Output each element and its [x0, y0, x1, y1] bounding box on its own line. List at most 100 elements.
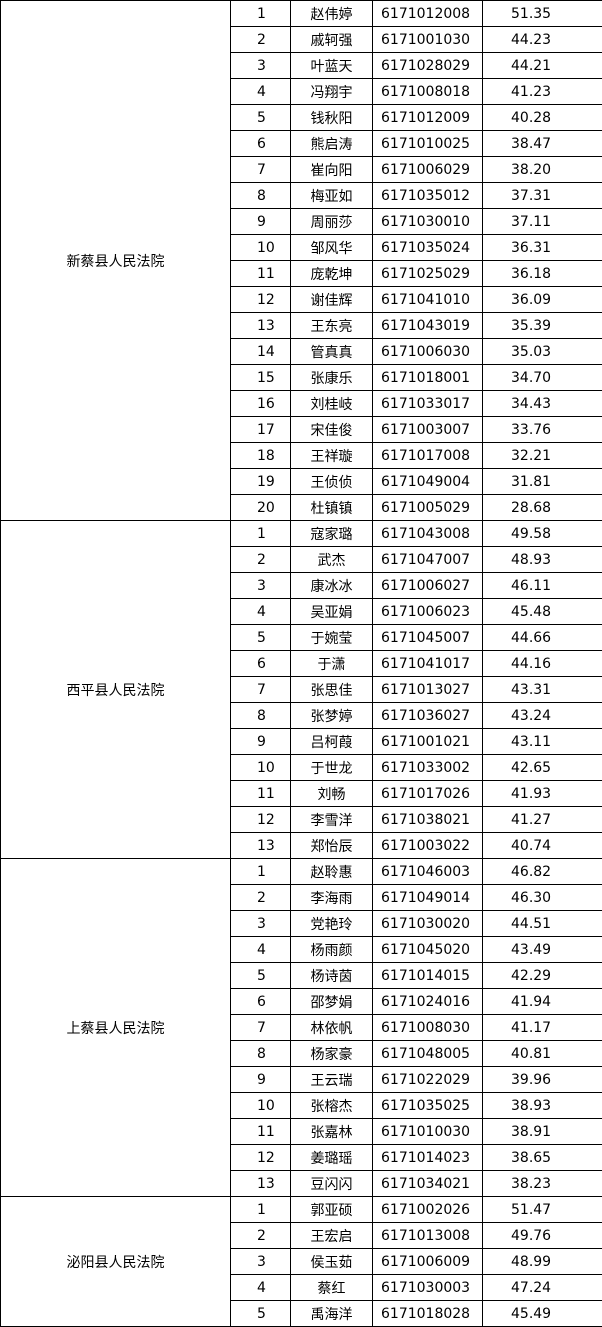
id-cell: 6171013027	[372, 676, 483, 703]
rank-cell: 12	[230, 806, 291, 833]
score-cell: 31.81	[482, 468, 602, 495]
id-cell: 6171017008	[372, 442, 483, 469]
id-cell: 6171028029	[372, 52, 483, 79]
rank-cell: 18	[230, 442, 291, 469]
rank-cell: 13	[230, 1170, 291, 1197]
id-cell: 6171018028	[372, 1300, 483, 1327]
id-cell: 6171024016	[372, 988, 483, 1015]
name-cell: 王侦侦	[290, 468, 373, 495]
name-cell: 谢佳辉	[290, 286, 373, 313]
score-cell: 34.70	[482, 364, 602, 391]
rank-cell: 4	[230, 598, 291, 625]
rank-cell: 2	[230, 26, 291, 53]
id-cell: 6171046003	[372, 858, 483, 885]
table-row: 3 叶蓝天 6171028029 44.21	[1, 52, 602, 79]
score-cell: 49.76	[482, 1222, 602, 1249]
score-cell: 43.11	[482, 728, 602, 755]
name-cell: 于世龙	[290, 754, 373, 781]
score-cell: 38.65	[482, 1144, 602, 1171]
rank-cell: 3	[230, 572, 291, 599]
rank-cell: 4	[230, 78, 291, 105]
rank-cell: 14	[230, 338, 291, 365]
score-cell: 46.11	[482, 572, 602, 599]
table-row: 9 王云瑞 6171022029 39.96	[1, 1066, 602, 1093]
name-cell: 刘畅	[290, 780, 373, 807]
name-cell: 周丽莎	[290, 208, 373, 235]
id-cell: 6171048005	[372, 1040, 483, 1067]
rank-cell: 1	[230, 1196, 291, 1223]
rank-cell: 11	[230, 1118, 291, 1145]
table-row: 5 禹海洋 6171018028 45.49	[1, 1300, 602, 1327]
name-cell: 刘桂岐	[290, 390, 373, 417]
score-cell: 44.21	[482, 52, 602, 79]
id-cell: 6171002026	[372, 1196, 483, 1223]
name-cell: 党艳玲	[290, 910, 373, 937]
score-cell: 39.96	[482, 1066, 602, 1093]
rank-cell: 5	[230, 104, 291, 131]
table-row: 19 王侦侦 6171049004 31.81	[1, 468, 602, 495]
table-row: 12 李雪洋 6171038021 41.27	[1, 806, 602, 833]
name-cell: 王东亮	[290, 312, 373, 339]
name-cell: 林依帆	[290, 1014, 373, 1041]
rank-cell: 5	[230, 1300, 291, 1327]
name-cell: 武杰	[290, 546, 373, 573]
name-cell: 王祥璇	[290, 442, 373, 469]
table-row: 11 刘畅 6171017026 41.93	[1, 780, 602, 807]
id-cell: 6171014023	[372, 1144, 483, 1171]
rank-cell: 6	[230, 988, 291, 1015]
table-row: 2 王宏启 6171013008 49.76	[1, 1222, 602, 1249]
score-cell: 37.11	[482, 208, 602, 235]
id-cell: 6171038021	[372, 806, 483, 833]
rank-cell: 5	[230, 624, 291, 651]
id-cell: 6171030003	[372, 1274, 483, 1301]
name-cell: 豆闪闪	[290, 1170, 373, 1197]
score-cell: 40.28	[482, 104, 602, 131]
table-row: 3 侯玉茹 6171006009 48.99	[1, 1248, 602, 1275]
name-cell: 张思佳	[290, 676, 373, 703]
name-cell: 吕柯葭	[290, 728, 373, 755]
table-row: 4 吴亚娟 6171006023 45.48	[1, 598, 602, 625]
name-cell: 冯翔宇	[290, 78, 373, 105]
id-cell: 6171012009	[372, 104, 483, 131]
rank-cell: 20	[230, 494, 291, 521]
score-cell: 42.29	[482, 962, 602, 989]
name-cell: 杨家豪	[290, 1040, 373, 1067]
table-row: 7 崔向阳 6171006029 38.20	[1, 156, 602, 183]
rank-cell: 8	[230, 182, 291, 209]
table-row: 上蔡县人民法院 1 赵聆惠 6171046003 46.82	[0, 858, 602, 1197]
table-row: 7 林依帆 6171008030 41.17	[1, 1014, 602, 1041]
score-cell: 48.99	[482, 1248, 602, 1275]
name-cell: 邹风华	[290, 234, 373, 261]
score-cell: 41.23	[482, 78, 602, 105]
rank-cell: 9	[230, 1066, 291, 1093]
rank-cell: 10	[230, 754, 291, 781]
name-cell: 宋佳俊	[290, 416, 373, 443]
id-cell: 6171006030	[372, 338, 483, 365]
score-cell: 44.16	[482, 650, 602, 677]
rank-cell: 4	[230, 936, 291, 963]
table-row: 17 宋佳俊 6171003007 33.76	[1, 416, 602, 443]
id-cell: 6171033017	[372, 390, 483, 417]
rank-cell: 1	[230, 858, 291, 885]
name-cell: 赵聆惠	[290, 858, 373, 885]
score-cell: 28.68	[482, 494, 602, 521]
rank-cell: 13	[230, 832, 291, 859]
table-row: 18 王祥璇 6171017008 32.21	[1, 442, 602, 469]
id-cell: 6171035012	[372, 182, 483, 209]
score-cell: 51.47	[482, 1196, 602, 1223]
rank-cell: 15	[230, 364, 291, 391]
table-row: 15 张康乐 6171018001 34.70	[1, 364, 602, 391]
id-cell: 6171003007	[372, 416, 483, 443]
score-cell: 44.23	[482, 26, 602, 53]
score-cell: 40.74	[482, 832, 602, 859]
score-cell: 41.94	[482, 988, 602, 1015]
score-cell: 46.82	[482, 858, 602, 885]
id-cell: 6171034021	[372, 1170, 483, 1197]
id-cell: 6171013008	[372, 1222, 483, 1249]
rank-cell: 3	[230, 910, 291, 937]
id-cell: 6171035025	[372, 1092, 483, 1119]
id-cell: 6171030010	[372, 208, 483, 235]
score-cell: 45.49	[482, 1300, 602, 1327]
